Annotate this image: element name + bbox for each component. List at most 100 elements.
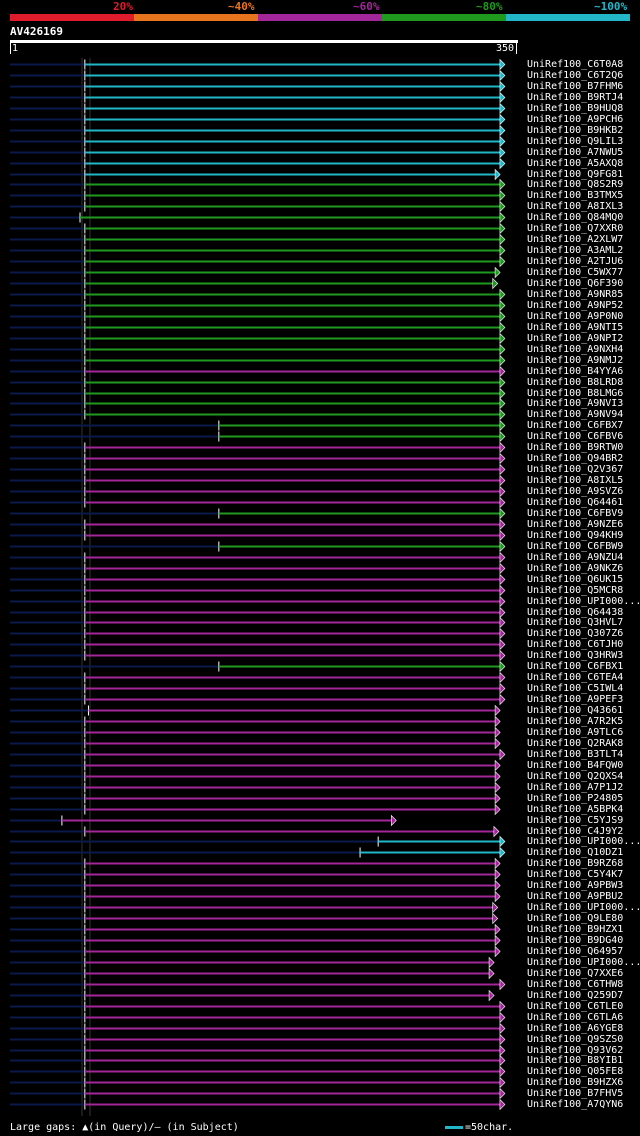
hit-label[interactable]: UniRef100_A9PBW3 [527,879,624,891]
hit-label[interactable]: UniRef100_C6FBX7 [527,419,624,431]
hit-label[interactable]: UniRef100_B8YIB1 [527,1054,624,1066]
hit-label[interactable]: UniRef100_B3TMX5 [527,189,624,201]
hit-label[interactable]: UniRef100_Q3HVL7 [527,616,624,628]
hit-label[interactable]: UniRef100_C6THW8 [527,978,624,990]
hit-label[interactable]: UniRef100_A7P1J2 [527,781,624,793]
hit-label[interactable]: UniRef100_B9HKB2 [527,124,624,136]
hit-label[interactable]: UniRef100_Q8S2R9 [527,178,624,190]
hit-label[interactable]: UniRef100_A9NVI3 [527,397,624,409]
hit-label[interactable]: UniRef100_Q94BR2 [527,452,624,464]
hit-arrow-19 [494,266,501,279]
hit-label[interactable]: UniRef100_A9NMJ2 [527,354,624,366]
hit-label[interactable]: UniRef100_A5BPK4 [527,803,624,815]
hit-label[interactable]: UniRef100_Q3HRW3 [527,649,624,661]
hit-label[interactable]: UniRef100_A9NP52 [527,299,624,311]
hit-label[interactable]: UniRef100_C5IWL4 [527,682,624,694]
hit-label[interactable]: UniRef100_A7R2K5 [527,715,624,727]
hit-label[interactable]: UniRef100_A9NZU4 [527,551,624,563]
hit-label[interactable]: UniRef100_A9NXH4 [527,343,624,355]
hit-label[interactable]: UniRef100_Q2QXS4 [527,770,624,782]
hit-label[interactable]: UniRef100_Q9LE80 [527,912,624,924]
hit-label[interactable]: UniRef100_A9NPI2 [527,332,624,344]
hit-label[interactable]: UniRef100_Q7XXR0 [527,222,624,234]
hit-label[interactable]: UniRef100_A7QYN6 [527,1098,624,1110]
hit-label[interactable]: UniRef100_B9RTJ4 [527,91,624,103]
hit-label[interactable]: UniRef100_Q2RAK8 [527,737,624,749]
hit-label[interactable]: UniRef100_A8IXL5 [527,474,624,486]
hit-label[interactable]: UniRef100_UPI000... [527,901,640,913]
hit-label[interactable]: UniRef100_A9NR85 [527,288,624,300]
hit-label[interactable]: UniRef100_Q259D7 [527,989,624,1001]
hit-label[interactable]: UniRef100_C6TLE0 [527,1000,624,1012]
hit-label[interactable]: UniRef100_P24805 [527,792,624,804]
hit-label[interactable]: UniRef100_C6FBX1 [527,660,624,672]
hit-label[interactable]: UniRef100_Q05FE8 [527,1065,624,1077]
hit-label[interactable]: UniRef100_B9HZX6 [527,1076,624,1088]
hit-label[interactable]: UniRef100_A9NKZ6 [527,562,624,574]
hit-label[interactable]: UniRef100_B4YYA6 [527,365,624,377]
hit-label[interactable]: UniRef100_Q93V62 [527,1044,624,1056]
hit-label[interactable]: UniRef100_A9PCH6 [527,113,624,125]
hit-label[interactable]: UniRef100_B7FHM6 [527,80,624,92]
hit-label[interactable]: UniRef100_A9PEF3 [527,693,624,705]
hit-label[interactable]: UniRef100_Q9LIL3 [527,135,624,147]
hit-label[interactable]: UniRef100_Q10DZ1 [527,846,624,858]
hit-label[interactable]: UniRef100_C6TLA6 [527,1011,624,1023]
hit-label[interactable]: UniRef100_Q6F390 [527,277,624,289]
hit-label[interactable]: UniRef100_B9HUQ8 [527,102,624,114]
hit-label[interactable]: UniRef100_A2TJU6 [527,255,624,267]
hit-label[interactable]: UniRef100_B7FHV5 [527,1087,624,1099]
hit-label[interactable]: UniRef100_C4J9Y2 [527,825,624,837]
hit-label[interactable]: UniRef100_Q84MQ0 [527,211,624,223]
hit-label[interactable]: UniRef100_Q9FG81 [527,168,624,180]
hit-label[interactable]: UniRef100_A8IXL3 [527,200,624,212]
hit-label[interactable]: UniRef100_Q5MCR8 [527,584,624,596]
hit-label[interactable]: UniRef100_Q6UK15 [527,573,624,585]
hit-label[interactable]: UniRef100_B3TLT4 [527,748,624,760]
hit-label[interactable]: UniRef100_C5Y4K7 [527,868,624,880]
hit-label[interactable]: UniRef100_Q94KH9 [527,529,624,541]
hit-label[interactable]: UniRef100_A2XLW7 [527,233,624,245]
hit-label[interactable]: UniRef100_Q64957 [527,945,624,957]
hit-label[interactable]: UniRef100_B9RTW0 [527,441,624,453]
hit-label[interactable]: UniRef100_C6FBW9 [527,540,624,552]
hit-label[interactable]: UniRef100_Q9SZS0 [527,1033,624,1045]
hit-label[interactable]: UniRef100_UPI000... [527,956,640,968]
hit-label[interactable]: UniRef100_A5AXQ8 [527,157,624,169]
hit-label[interactable]: UniRef100_B9RZ68 [527,857,624,869]
hit-label[interactable]: UniRef100_UPI000... [527,835,640,847]
hit-label[interactable]: UniRef100_A3AML2 [527,244,624,256]
hit-arrow-26 [499,343,506,356]
hit-label[interactable]: UniRef100_A9SVZ6 [527,485,624,497]
hit-label[interactable]: UniRef100_A9NV94 [527,408,624,420]
query-title: AV426169 [10,25,63,38]
hit-label[interactable]: UniRef100_B8LMG6 [527,387,624,399]
hit-arrow-48 [499,584,506,597]
hit-label[interactable]: UniRef100_C6T0A8 [527,58,624,70]
hit-label[interactable]: UniRef100_C6FBV6 [527,430,624,442]
hit-label[interactable]: UniRef100_Q307Z6 [527,627,624,639]
hit-label[interactable]: UniRef100_B9DG40 [527,934,624,946]
hit-label[interactable]: UniRef100_C5YJS9 [527,814,624,826]
hit-label[interactable]: UniRef100_Q2V367 [527,463,624,475]
hit-label[interactable]: UniRef100_C6T2Q6 [527,69,624,81]
hit-label[interactable]: UniRef100_A9P0N0 [527,310,624,322]
hit-label[interactable]: UniRef100_A9PBU2 [527,890,624,902]
hit-label[interactable]: UniRef100_C6TJH0 [527,638,624,650]
hit-label[interactable]: UniRef100_Q43661 [527,704,624,716]
hit-label[interactable]: UniRef100_UPI000... [527,595,640,607]
hit-label[interactable]: UniRef100_C6TEA4 [527,671,624,683]
hit-label[interactable]: UniRef100_B4FQW0 [527,759,624,771]
hit-label[interactable]: UniRef100_Q64438 [527,606,624,618]
hit-label[interactable]: UniRef100_Q7XXE6 [527,967,624,979]
hit-label[interactable]: UniRef100_A9TLC6 [527,726,624,738]
hit-label[interactable]: UniRef100_A9NTI5 [527,321,624,333]
hit-label[interactable]: UniRef100_C5WX77 [527,266,624,278]
hit-label[interactable]: UniRef100_A7NWU5 [527,146,624,158]
hit-label[interactable]: UniRef100_A6YGE8 [527,1022,624,1034]
hit-label[interactable]: UniRef100_B8LRD8 [527,376,624,388]
hit-label[interactable]: UniRef100_A9NZE6 [527,518,624,530]
hit-label[interactable]: UniRef100_C6FBV9 [527,507,624,519]
hit-label[interactable]: UniRef100_B9HZX1 [527,923,624,935]
hit-label[interactable]: UniRef100_Q64461 [527,496,624,508]
